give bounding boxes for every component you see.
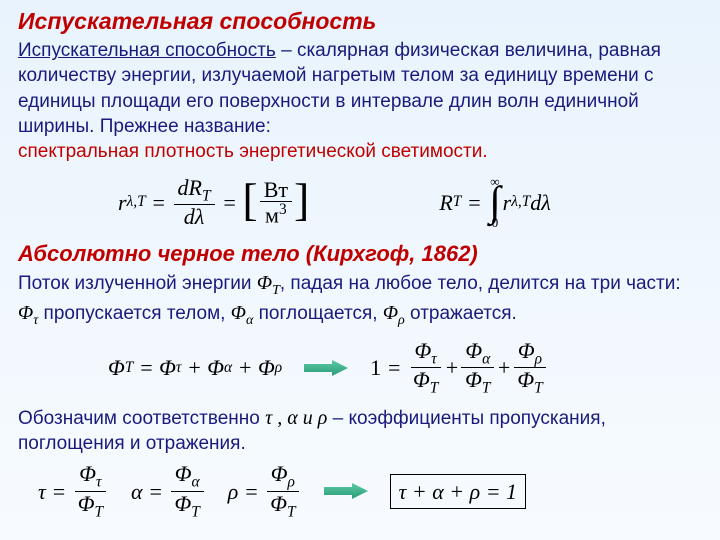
equation-row-1: rλ,T = dRT dλ = [ Вт м3 ] RT = ∞ ∫ 0 rλ,…	[18, 176, 702, 229]
equation-row-2: ΦT = Φτ + Φα + Φρ 1 = Φτ	[18, 339, 702, 397]
equation-row-3: τ = Φτ ΦT α = Φα ΦT ρ = Φρ ΦT	[18, 462, 702, 520]
heading-emissivity: Испускательная способность	[18, 6, 702, 36]
equation-phi-normalized: 1 = Φτ ΦT + Φα ΦT + Φρ ΦT	[370, 339, 549, 397]
arrow-icon	[304, 360, 348, 376]
heading-blackbody: Абсолютно черное тело (Кирхгоф, 1862)	[18, 239, 702, 268]
equation-R-T: RT = ∞ ∫ 0 rλ,Tdλ	[439, 176, 551, 229]
term-spectral-density: спектральная плотность энергетической св…	[18, 141, 488, 162]
arrow-icon	[324, 483, 368, 499]
term-underlined: Испускательная способность	[18, 40, 276, 61]
equation-coefficients: τ = Φτ ΦT α = Φα ΦT ρ = Φρ ΦT	[38, 462, 302, 520]
equation-phi-sum: ΦT = Φτ + Φα + Φρ	[108, 353, 282, 382]
equation-sum-one: τ + α + ρ = 1	[390, 474, 527, 509]
para-kirchhoff: Поток излученной энергии ΦT, падая на лю…	[18, 270, 702, 331]
slide: Испускательная способность Испускательна…	[0, 0, 720, 540]
para-emissivity: Испускательная способность – скалярная ф…	[18, 38, 702, 163]
equation-r-lambda: rλ,T = dRT dλ = [ Вт м3 ]	[118, 176, 309, 229]
para-coefficients: Обозначим соответственно τ , α и ρ – коэ…	[18, 405, 702, 456]
